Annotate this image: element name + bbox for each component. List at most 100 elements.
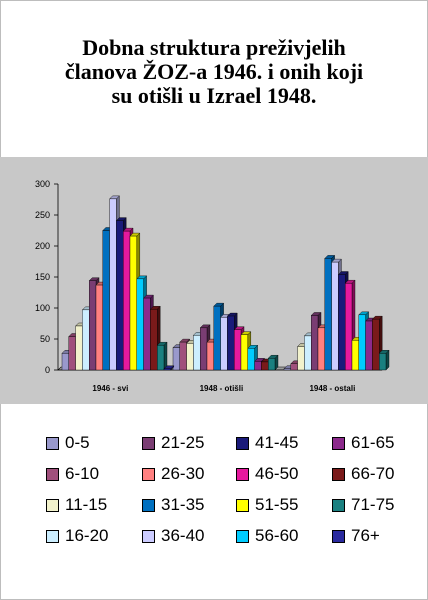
title-line-1: Dobna struktura preživjelih [82,35,346,60]
bar [156,344,165,371]
legend-item: 26-30 [142,464,204,484]
bar [227,315,235,371]
bar [233,329,242,371]
legend-label: 56-60 [255,526,299,545]
chart-title: Dobna struktura preživjelih članova ŽOZ-… [10,36,418,108]
bar-side [385,349,390,371]
bar [68,336,76,371]
y-tick-label: 150 [35,272,50,282]
bar [116,220,124,371]
legend-label: 16-20 [65,526,109,545]
y-tick-label: 50 [40,334,50,344]
legend-label: 36-40 [161,526,205,545]
legend-swatch [236,436,249,450]
bar [372,318,380,371]
legend-swatch [236,529,249,543]
bar [163,368,172,371]
bar [88,280,97,371]
legend-swatch [46,529,59,543]
x-category-label: 1948 - ostali [309,384,355,393]
legend-swatch [142,498,155,512]
legend-item: 31-35 [142,495,204,515]
legend-swatch [46,467,59,481]
legend-item: 76+ [332,526,380,546]
x-category-label: 1948 - otišli [200,384,244,393]
bar [172,347,181,371]
legend-item: 66-70 [332,464,394,484]
bar [331,261,339,371]
legend-label: 31-35 [161,495,205,514]
legend-label: 46-50 [255,464,299,483]
bar [297,346,305,371]
legend-label: 61-65 [351,433,395,452]
bar [213,305,221,371]
legend-item: 51-55 [236,495,298,515]
legend-item: 6-10 [46,464,99,484]
title-line-3: su otišli u Izrael 1948. [111,83,317,108]
bar [75,325,83,371]
bar [365,320,373,371]
y-tick-label: 200 [35,241,50,251]
bar [261,361,269,371]
title-line-2: članova ŽOZ-a 1946. i onih koji [64,59,364,84]
legend-swatch [46,436,59,450]
x-category-label: 1946 - svi [92,384,128,393]
legend-label: 41-45 [255,433,299,452]
bar [82,309,90,371]
legend-item: 41-45 [236,433,298,453]
bar [254,361,262,371]
bar [345,282,353,371]
bar [199,327,208,371]
legend-swatch [332,498,345,512]
y-tick-label: 300 [35,179,50,189]
bar [324,258,332,371]
bar [351,340,360,371]
bar [136,278,144,371]
y-tick-label: 100 [35,303,50,313]
legend-item: 46-50 [236,464,298,484]
y-tick-label: 0 [45,365,50,375]
bar [379,353,387,371]
bar-side [163,341,168,371]
bar [220,317,228,371]
bar [290,363,298,371]
bar [338,274,346,371]
legend-label: 51-55 [255,495,299,514]
legend-swatch [142,467,155,481]
bar [247,348,255,371]
bar [268,358,276,371]
bar [95,284,104,371]
legend-label: 26-30 [161,464,205,483]
legend-swatch [142,436,155,450]
legend-swatch [332,529,345,543]
legend-label: 11-15 [65,495,108,514]
bar [206,341,215,371]
legend-item: 16-20 [46,526,108,546]
bar [317,327,326,371]
bar [193,335,201,371]
legend-swatch [332,436,345,450]
legend-item: 36-40 [142,526,204,546]
legend-item: 0-5 [46,433,90,453]
bar [122,230,131,371]
legend-label: 71-75 [351,495,395,514]
bar [102,230,110,371]
bar [186,343,194,371]
legend-swatch [46,498,59,512]
legend-item: 71-75 [332,495,394,515]
legend-swatch [236,498,249,512]
bar [150,309,158,371]
legend-swatch [142,529,155,543]
legend-item: 61-65 [332,433,394,453]
legend-label: 6-10 [65,464,100,483]
bar [109,198,117,371]
legend-label: 0-5 [65,433,90,452]
legend: 0-5 6-10 11-15 16-20 21-25 26-30 31-35 36-40 41-… [46,433,426,563]
bar [304,335,312,371]
legend-swatch [236,467,249,481]
bar [283,368,292,371]
bar-chart: 0 50 100 150 200 250 300 1946 - svi 1948 - otišl… [35,179,390,393]
bar [61,353,70,371]
legend-label: 66-70 [351,464,395,483]
bar [240,334,249,371]
